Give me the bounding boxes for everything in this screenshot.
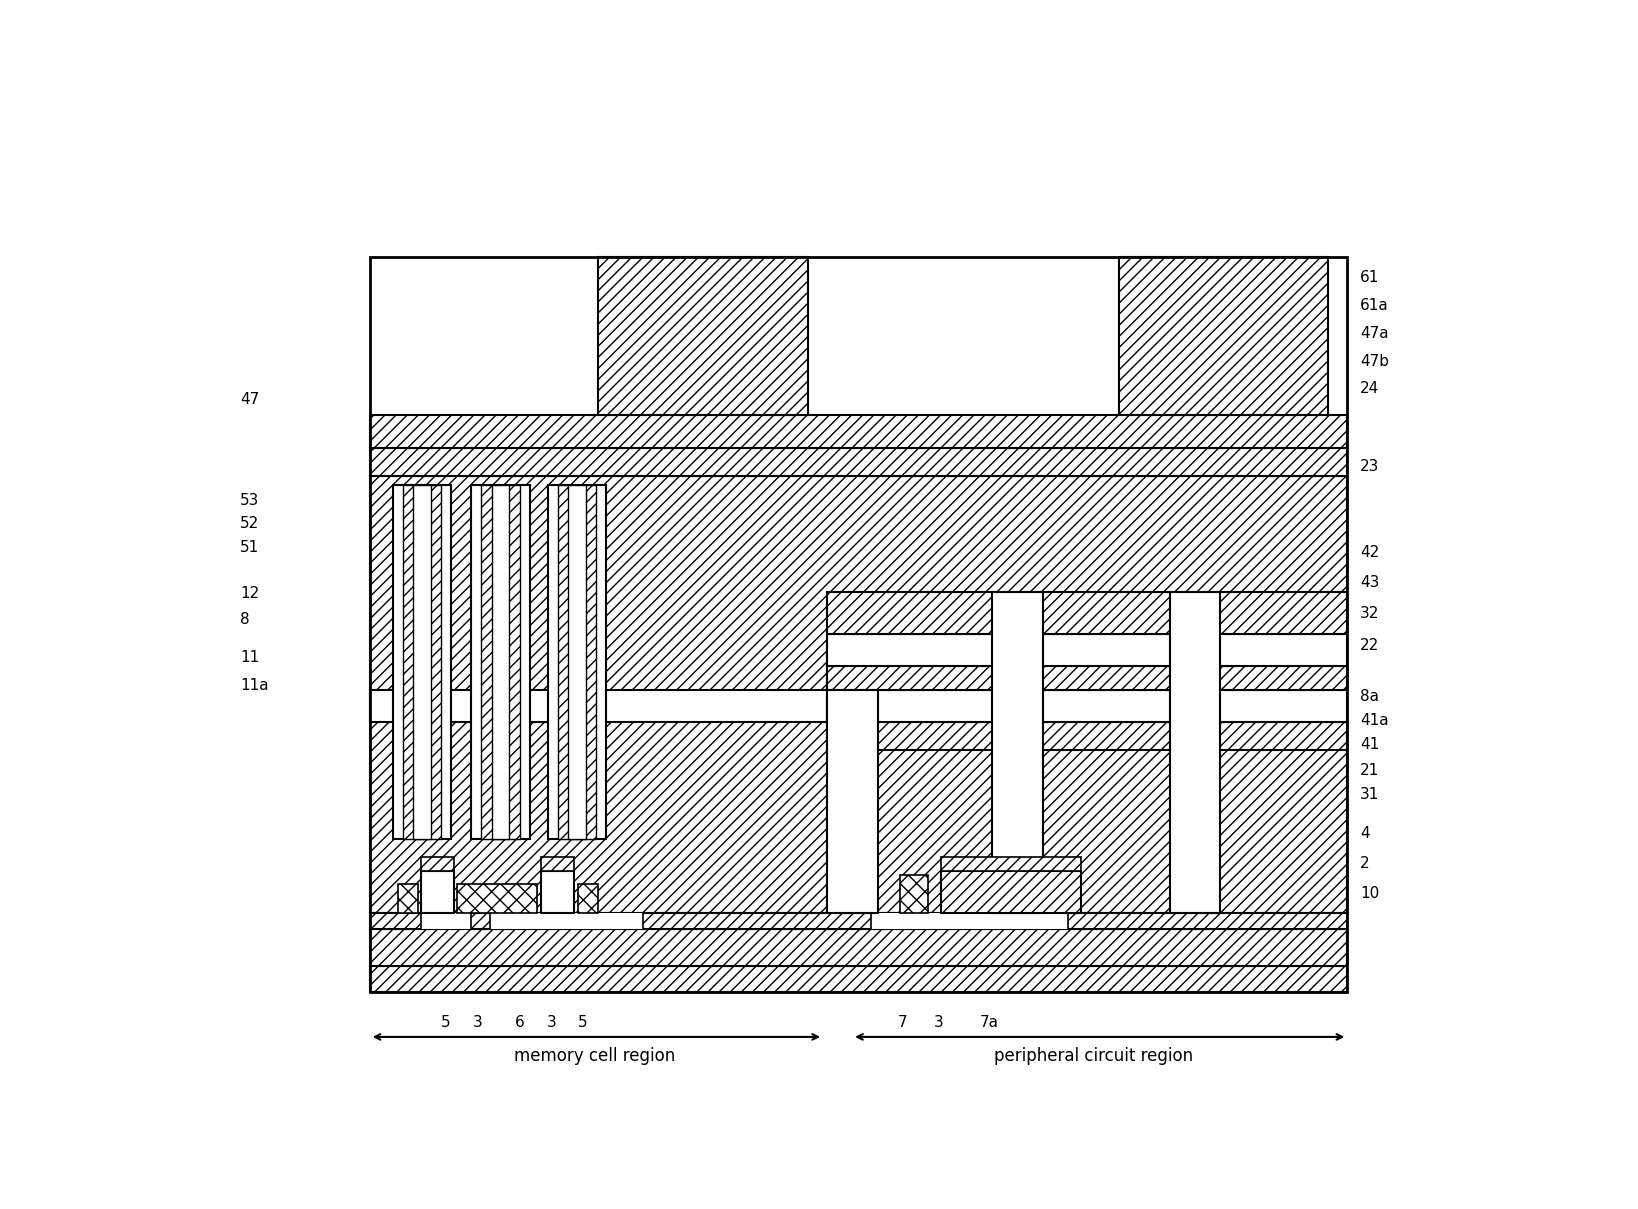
Bar [568, 485, 586, 839]
Text: 8: 8 [241, 612, 251, 627]
Bar [827, 689, 878, 913]
Text: 51: 51 [241, 539, 259, 555]
Bar [393, 485, 450, 839]
Bar [541, 857, 575, 872]
Bar [370, 449, 1348, 475]
Bar [421, 872, 454, 913]
Text: 47a: 47a [1360, 325, 1389, 341]
Bar [370, 929, 1348, 966]
Text: 3: 3 [547, 1016, 557, 1030]
Text: 8a: 8a [1360, 689, 1379, 704]
Bar [827, 666, 1348, 689]
Text: 47: 47 [241, 392, 259, 406]
Bar [421, 857, 454, 872]
Bar [370, 966, 1348, 993]
Text: peripheral circuit region: peripheral circuit region [994, 1047, 1192, 1065]
Bar [940, 857, 1081, 872]
Bar [578, 884, 598, 913]
Text: 4: 4 [1360, 827, 1369, 841]
Text: 31: 31 [1360, 787, 1379, 803]
Bar [457, 884, 537, 913]
Bar [901, 874, 929, 913]
Text: 61a: 61a [1360, 297, 1389, 313]
Bar [403, 485, 441, 839]
Text: 47b: 47b [1360, 353, 1389, 369]
Bar [1119, 256, 1328, 415]
Text: 43: 43 [1360, 575, 1379, 590]
Text: 3: 3 [473, 1016, 483, 1030]
Bar [940, 872, 1081, 913]
Bar [827, 722, 1348, 750]
Text: 41a: 41a [1360, 713, 1389, 728]
Bar [827, 634, 1348, 666]
Bar [598, 256, 808, 415]
Bar [871, 913, 1068, 929]
Text: 5: 5 [441, 1016, 450, 1030]
Bar [991, 592, 1042, 913]
Text: 22: 22 [1360, 638, 1379, 653]
Text: 41: 41 [1360, 737, 1379, 752]
Text: 5: 5 [578, 1016, 588, 1030]
Bar [547, 485, 606, 839]
Text: 24: 24 [1360, 382, 1379, 397]
Bar [557, 485, 596, 839]
Bar [370, 913, 1348, 929]
Text: 7: 7 [898, 1016, 907, 1030]
Text: 32: 32 [1360, 606, 1379, 621]
Text: 52: 52 [241, 515, 259, 531]
Text: 53: 53 [241, 493, 260, 508]
Text: 6: 6 [514, 1016, 524, 1030]
Text: 11a: 11a [241, 677, 269, 693]
Bar [472, 485, 529, 839]
Text: 21: 21 [1360, 763, 1379, 779]
Bar [827, 689, 1348, 722]
Bar [1170, 592, 1220, 913]
Bar [421, 913, 472, 929]
Bar [413, 485, 431, 839]
Bar [482, 485, 519, 839]
Bar [370, 689, 827, 722]
Text: 7a: 7a [980, 1016, 999, 1030]
Text: 3: 3 [934, 1016, 943, 1030]
Bar [827, 592, 1348, 634]
Bar [370, 475, 1348, 913]
Bar [370, 256, 1348, 993]
Bar [541, 872, 575, 913]
Text: 12: 12 [241, 586, 259, 601]
Text: 61: 61 [1360, 270, 1379, 285]
Bar [398, 884, 418, 913]
Text: memory cell region: memory cell region [514, 1047, 675, 1065]
Bar [370, 415, 1348, 449]
Text: 2: 2 [1360, 856, 1369, 872]
Text: 10: 10 [1360, 886, 1379, 901]
Bar [490, 913, 642, 929]
Bar [491, 485, 509, 839]
Text: 23: 23 [1360, 458, 1379, 474]
Text: 42: 42 [1360, 545, 1379, 560]
Text: 11: 11 [241, 649, 259, 665]
